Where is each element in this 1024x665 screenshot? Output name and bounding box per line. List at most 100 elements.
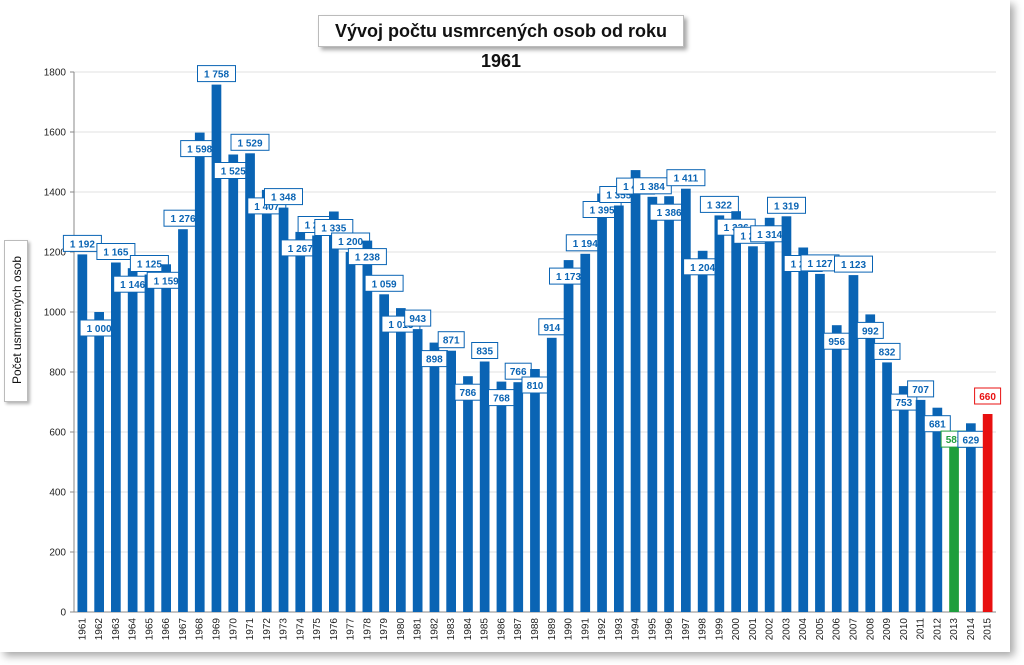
x-tick-label: 2003 (781, 618, 792, 641)
data-label-text: 1 529 (237, 138, 262, 149)
bar (915, 399, 926, 612)
bar (681, 188, 691, 612)
data-label: 1 204 (683, 258, 723, 276)
x-tick-label: 1967 (178, 618, 189, 641)
data-label-text: 898 (426, 355, 443, 366)
data-label-text: 1 384 (640, 182, 665, 193)
data-label-box (856, 321, 884, 339)
bar-chart: 0 200 400 600 800 1000 1200 1400 1600 1800 1961 1 1… (44, 65, 1002, 641)
data-label-text: 1 200 (338, 237, 363, 248)
data-label: 768 (488, 389, 515, 407)
x-tick-label: 1986 (496, 618, 507, 641)
x-tick-label: 1985 (480, 618, 491, 641)
x-tick-label: 1971 (245, 618, 256, 641)
bar (312, 235, 322, 612)
bar (697, 250, 708, 613)
data-label: 1 238 (347, 248, 387, 266)
data-label-text: 1 598 (187, 145, 212, 156)
data-label-text: 1 348 (271, 193, 296, 204)
bar (278, 207, 289, 612)
data-label-text: 1 013 (388, 320, 413, 331)
data-label-box (404, 309, 432, 327)
data-label: 1 059 (364, 274, 404, 292)
bar (178, 229, 188, 612)
bar (731, 211, 741, 612)
data-label-box (437, 331, 465, 349)
data-label-box (347, 248, 387, 266)
data-label-box (264, 188, 303, 206)
x-tick-label: 1983 (446, 618, 457, 641)
x-tick-label: 1981 (413, 618, 424, 641)
x-tick-label: 2006 (832, 618, 843, 641)
data-label-text: 992 (862, 326, 879, 337)
data-label: 835 (471, 342, 499, 359)
x-tick-label: 2010 (899, 618, 910, 641)
data-label-box (923, 415, 951, 433)
y-tick-label: 200 (49, 548, 66, 559)
x-tick-label: 1979 (379, 618, 390, 641)
x-tick-label: 1997 (681, 618, 692, 641)
data-label-text: 1 059 (372, 279, 397, 290)
bar (798, 247, 809, 612)
x-tick-label: 1990 (564, 618, 575, 641)
bar (228, 154, 239, 612)
data-label: 810 (521, 376, 549, 394)
bar (882, 362, 892, 612)
bar (781, 216, 792, 613)
data-label: 914 (538, 318, 566, 336)
x-tick-label: 1965 (144, 618, 155, 641)
x-tick-label: 2013 (949, 618, 960, 641)
bar (446, 350, 456, 612)
bar (848, 275, 859, 612)
bar (664, 196, 674, 612)
bar (161, 264, 171, 612)
bar (865, 314, 876, 612)
x-tick-label: 1982 (429, 618, 440, 641)
data-label-text: 1 000 (87, 324, 112, 335)
data-label-text: 1 386 (657, 208, 682, 219)
bar (111, 262, 121, 612)
x-tick-label: 1989 (547, 618, 558, 641)
x-tick-label: 2015 (983, 618, 994, 641)
data-label: 1 192 (62, 234, 102, 252)
bar (714, 215, 725, 612)
bar (513, 382, 524, 612)
data-label-box (834, 255, 873, 273)
data-label-text: 1 276 (170, 214, 195, 225)
x-tick-label: 2007 (849, 618, 860, 641)
x-tick-label: 1991 (580, 618, 591, 641)
x-tick-label: 1977 (346, 618, 357, 641)
bar (597, 193, 607, 612)
y-tick-label: 800 (49, 368, 66, 379)
bar (261, 189, 272, 612)
data-label-text: 1 173 (556, 272, 581, 283)
data-label-text: 1 319 (774, 201, 799, 212)
bar (245, 153, 255, 613)
data-label-box (129, 255, 169, 272)
x-tick-label: 2005 (815, 618, 826, 641)
bar (345, 252, 356, 612)
data-label: 1 125 (129, 255, 169, 272)
data-label-text: 753 (895, 398, 912, 409)
bar (295, 231, 306, 612)
data-label-text: 1 335 (321, 224, 346, 235)
data-label: 871 (437, 331, 465, 349)
y-tick-label: 0 (60, 608, 66, 619)
data-label: 1 319 (767, 196, 806, 214)
x-tick-label: 2014 (966, 618, 977, 641)
bar (77, 254, 88, 612)
x-tick-label: 1984 (463, 618, 474, 641)
data-label: 1 411 (666, 169, 706, 187)
bar (94, 312, 104, 612)
data-label-text: 786 (460, 388, 477, 399)
data-label-text: 681 (929, 420, 946, 431)
bar (647, 196, 658, 613)
bar (815, 273, 825, 612)
data-label: 956 (823, 332, 851, 350)
data-label-box (666, 169, 706, 187)
data-label-box (364, 274, 404, 292)
data-label-box (699, 195, 739, 213)
x-tick-label: 1970 (228, 618, 239, 641)
bar (329, 211, 339, 612)
data-label-text: 707 (912, 385, 929, 396)
